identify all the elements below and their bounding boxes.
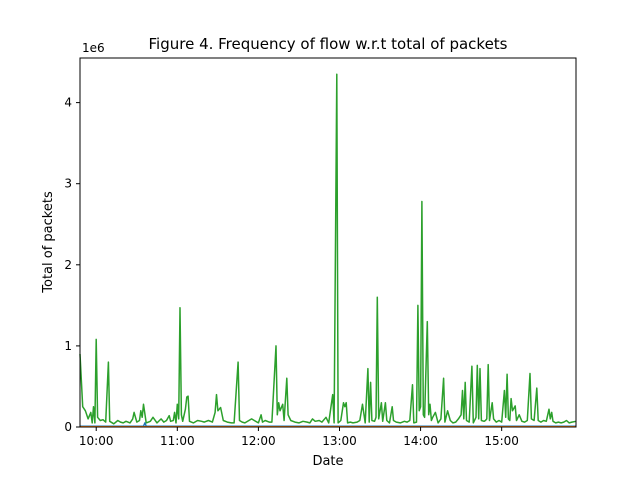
- x-tick-label: 15:00: [484, 434, 519, 448]
- y-tick-label: 2: [64, 258, 72, 272]
- x-axis-label: Date: [312, 454, 343, 469]
- y-tick-label: 0: [64, 420, 72, 434]
- y-axis: 0 1 2 3 4: [64, 96, 80, 434]
- plot-frame: [79, 57, 577, 428]
- y-tick-label: 4: [64, 96, 72, 110]
- x-tick-label: 14:00: [403, 434, 438, 448]
- chart-title: Figure 4. Frequency of flow w.r.t total …: [149, 35, 508, 53]
- x-tick-label: 13:00: [322, 434, 357, 448]
- series-line-1: [79, 73, 577, 425]
- y-tick-label: 3: [64, 177, 72, 191]
- x-tick-label: 12:00: [241, 434, 276, 448]
- x-axis: 10:00 11:00 12:00 13:00 14:00 15:00: [79, 427, 519, 448]
- y-tick-label: 1: [64, 339, 72, 353]
- x-tick-label: 10:00: [79, 434, 114, 448]
- x-tick-label: 11:00: [160, 434, 195, 448]
- y-multiplier-label: 1e6: [82, 41, 105, 55]
- y-axis-label: Total of packets: [41, 191, 56, 294]
